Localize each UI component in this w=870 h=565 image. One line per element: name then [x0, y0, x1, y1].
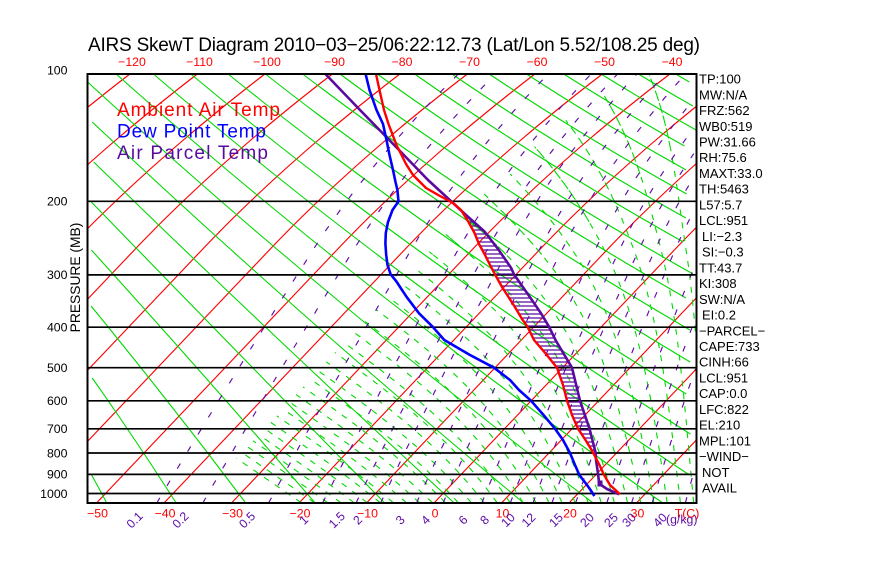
- svg-text:100: 100: [47, 64, 68, 78]
- svg-text:SW:N/A: SW:N/A: [699, 292, 745, 307]
- svg-text:−40: −40: [662, 55, 683, 69]
- svg-text:NOT: NOT: [702, 465, 730, 480]
- svg-text:−40: −40: [155, 507, 176, 521]
- svg-text:−80: −80: [392, 55, 413, 69]
- svg-text:SI:−0.3: SI:−0.3: [702, 245, 744, 260]
- svg-text:TP:100: TP:100: [699, 72, 741, 87]
- svg-text:0: 0: [432, 507, 439, 521]
- svg-text:−20: −20: [290, 507, 311, 521]
- svg-text:WB0:519: WB0:519: [699, 119, 752, 134]
- svg-text:900: 900: [47, 468, 68, 482]
- svg-text:PRESSURE (MB): PRESSURE (MB): [68, 223, 83, 333]
- svg-text:600: 600: [47, 394, 68, 408]
- svg-text:FRZ:562: FRZ:562: [699, 103, 750, 118]
- svg-text:TT:43.7: TT:43.7: [699, 260, 742, 275]
- svg-text:(g/kg): (g/kg): [666, 513, 697, 527]
- svg-text:Air Parcel Temp: Air Parcel Temp: [117, 143, 268, 164]
- svg-text:−10: −10: [357, 507, 378, 521]
- svg-text:200: 200: [47, 195, 68, 209]
- svg-text:T(C): T(C): [675, 507, 700, 521]
- svg-text:CINH:66: CINH:66: [699, 355, 749, 370]
- svg-text:AIRS SkewT Diagram 2010−03−25/: AIRS SkewT Diagram 2010−03−25/06:22:12.7…: [88, 35, 700, 56]
- svg-text:10: 10: [496, 507, 510, 521]
- svg-text:−110: −110: [186, 55, 213, 69]
- svg-text:LI:−2.3: LI:−2.3: [702, 229, 742, 244]
- svg-text:700: 700: [47, 422, 68, 436]
- svg-text:LCL:951: LCL:951: [699, 371, 748, 386]
- svg-text:−100: −100: [253, 55, 281, 69]
- svg-text:MAXT:33.0: MAXT:33.0: [699, 166, 763, 181]
- svg-text:PW:31.66: PW:31.66: [699, 135, 756, 150]
- svg-text:−70: −70: [459, 55, 480, 69]
- svg-text:−50: −50: [594, 55, 615, 69]
- svg-text:1000: 1000: [40, 487, 68, 501]
- svg-text:−30: −30: [222, 507, 243, 521]
- svg-text:LFC:822: LFC:822: [699, 402, 749, 417]
- svg-text:400: 400: [47, 321, 68, 335]
- svg-text:−120: −120: [118, 55, 146, 69]
- svg-text:30: 30: [631, 507, 645, 521]
- svg-text:300: 300: [47, 268, 68, 282]
- svg-text:EI:0.2: EI:0.2: [702, 308, 736, 323]
- svg-text:Ambient Air Temp: Ambient Air Temp: [117, 100, 280, 121]
- svg-text:−90: −90: [324, 55, 345, 69]
- svg-text:LCL:951: LCL:951: [699, 213, 748, 228]
- svg-text:L57:5.7: L57:5.7: [699, 197, 742, 212]
- svg-text:MW:N/A: MW:N/A: [699, 87, 747, 102]
- svg-text:Dew Point Temp: Dew Point Temp: [117, 122, 266, 143]
- svg-text:KI:308: KI:308: [699, 276, 737, 291]
- svg-text:20: 20: [563, 507, 577, 521]
- svg-text:TH:5463: TH:5463: [699, 182, 749, 197]
- svg-text:−60: −60: [527, 55, 548, 69]
- svg-text:−50: −50: [87, 507, 108, 521]
- svg-text:EL:210: EL:210: [699, 418, 740, 433]
- svg-text:500: 500: [47, 361, 68, 375]
- svg-text:RH:75.6: RH:75.6: [699, 150, 747, 165]
- svg-text:CAPE:733: CAPE:733: [699, 339, 760, 354]
- svg-text:−PARCEL−: −PARCEL−: [699, 323, 765, 338]
- svg-text:CAP:0.0: CAP:0.0: [699, 386, 747, 401]
- svg-text:800: 800: [47, 446, 68, 460]
- svg-text:AVAIL: AVAIL: [702, 481, 737, 496]
- svg-text:MPL:101: MPL:101: [699, 433, 751, 448]
- svg-text:−WIND−: −WIND−: [699, 449, 749, 464]
